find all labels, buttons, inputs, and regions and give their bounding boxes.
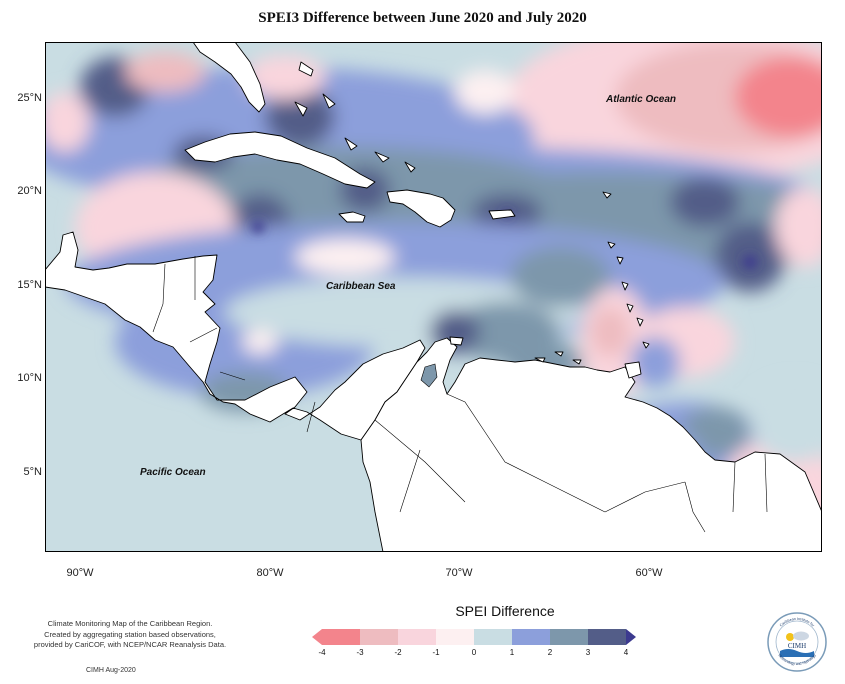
map-svg — [45, 42, 822, 552]
cimh-logo: CIMH Caribbean Institute for Meteorology… — [767, 612, 827, 672]
map-credits: Climate Monitoring Map of the Caribbean … — [20, 619, 240, 651]
land-masses — [45, 42, 822, 552]
legend-swatch — [360, 629, 398, 645]
legend-tick-label: 2 — [547, 648, 553, 657]
legend-swatch — [588, 629, 626, 645]
lon-tick-label: 60°W — [635, 567, 663, 579]
legend-arrow-low — [312, 629, 322, 645]
legend-swatch — [550, 629, 588, 645]
map-border — [45, 42, 822, 552]
credit-line: provided by CariCOF, with NCEP/NCAR Rean… — [33, 640, 227, 649]
map-title: SPEI3 Difference between June 2020 and J… — [258, 10, 587, 26]
map-date: CIMH Aug-2020 — [86, 667, 136, 674]
country-borders — [152, 256, 768, 533]
lon-tick-label: 90°W — [66, 567, 94, 579]
lat-tick-label: 5°N — [23, 466, 42, 478]
lat-tick-label: 10°N — [17, 372, 42, 384]
legend-colorbar — [312, 629, 636, 645]
lat-tick-label: 20°N — [17, 185, 42, 197]
legend-swatches — [312, 629, 636, 645]
lat-tick-label: 15°N — [17, 279, 42, 291]
legend-tick-label: -3 — [356, 648, 364, 657]
legend-swatch — [322, 629, 360, 645]
legend-tick-label: 0 — [471, 648, 477, 657]
legend-tick-label: 4 — [623, 648, 629, 657]
legend-tick-label: -4 — [318, 648, 326, 657]
legend-tick-label: -1 — [432, 648, 440, 657]
legend-swatch — [436, 629, 474, 645]
caribbean-sea-label: Caribbean Sea — [326, 281, 396, 292]
spei-map — [45, 42, 822, 552]
logo-name: CIMH — [788, 642, 806, 650]
legend-swatch — [512, 629, 550, 645]
lon-tick-label: 80°W — [256, 567, 284, 579]
spei-field — [45, 42, 822, 547]
sun-icon — [786, 633, 794, 641]
cloud-icon — [793, 631, 809, 641]
lat-tick-label: 25°N — [17, 92, 42, 104]
lon-tick-label: 70°W — [445, 567, 473, 579]
legend-tick-label: -2 — [394, 648, 402, 657]
legend-arrow-high — [626, 629, 636, 645]
legend-tick-label: 3 — [585, 648, 591, 657]
credit-line: Climate Monitoring Map of the Caribbean … — [47, 619, 213, 628]
legend-swatch — [398, 629, 436, 645]
legend-swatch — [474, 629, 512, 645]
pacific-ocean-label: Pacific Ocean — [140, 467, 206, 478]
wave-icon — [780, 649, 814, 657]
atlantic-ocean-label: Atlantic Ocean — [606, 94, 677, 105]
legend-tick-label: 1 — [509, 648, 515, 657]
credit-line: Created by aggregating station based obs… — [44, 629, 216, 639]
legend-title: SPEI Difference — [455, 603, 555, 619]
